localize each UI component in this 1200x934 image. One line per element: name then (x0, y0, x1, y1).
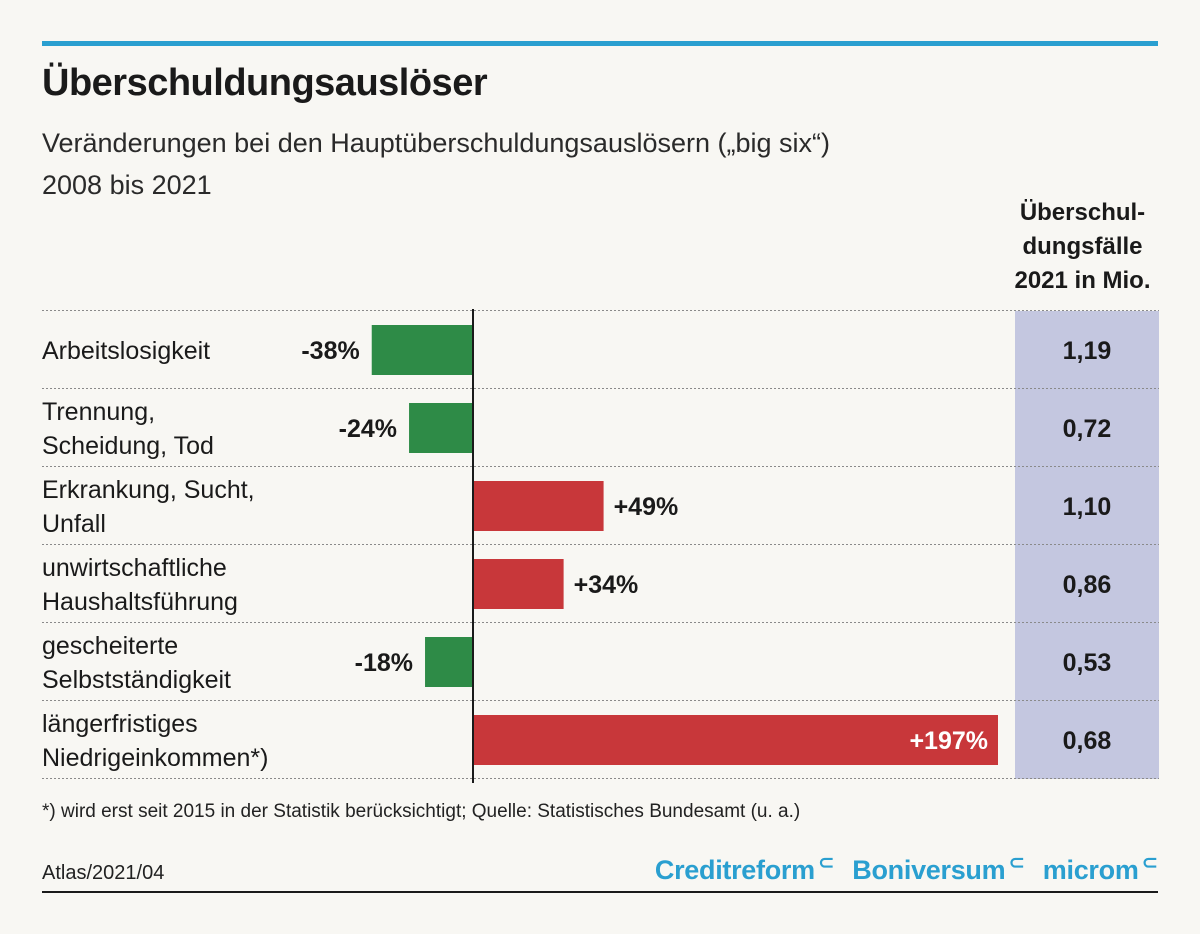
cases-header-line-3: 2021 in Mio. (1014, 267, 1151, 294)
category-label: Arbeitslosigkeit (42, 337, 210, 365)
cases-header-line-2: dungsfälle (1022, 233, 1143, 260)
creditreform-logo: Creditreform ⊂ (654, 852, 835, 885)
value-label: +34% (574, 571, 639, 599)
cases-value: 0,72 (1063, 415, 1112, 443)
cases-column-header: Überschul- dungsfälle 2021 in Mio. (1000, 196, 1165, 298)
chart-title: Überschuldungsauslöser (42, 62, 488, 104)
top-accent-line (42, 41, 1158, 46)
category-label: Niedrigeinkommen*) (42, 744, 268, 772)
subtitle-line-2: 2008 bis 2021 (42, 170, 212, 200)
boniversum-logo: Boniversum ⊂ (852, 852, 1025, 885)
chart-subtitle: Veränderungen bei den Hauptüberschuldung… (42, 122, 830, 206)
cases-value: 0,68 (1063, 727, 1112, 755)
bar (473, 481, 604, 531)
category-label: längerfristiges (42, 710, 198, 738)
footnote: *) wird erst seit 2015 in der Statistik … (42, 801, 801, 822)
value-label: +197% (909, 727, 988, 755)
value-label: +49% (614, 493, 679, 521)
category-label: unwirtschaftliche (42, 554, 227, 582)
bar (409, 403, 473, 453)
bar (425, 637, 473, 687)
value-label: -38% (301, 337, 359, 365)
category-label: Scheidung, Tod (42, 432, 214, 460)
cases-value: 1,19 (1063, 337, 1112, 365)
category-label: Haushaltsführung (42, 588, 238, 616)
category-label: Unfall (42, 510, 106, 538)
category-label: Trennung, (42, 398, 155, 426)
microm-logo: microm ⊂ (1042, 852, 1159, 885)
cases-value: 1,10 (1063, 493, 1112, 521)
value-label: -24% (339, 415, 397, 443)
bar (371, 325, 473, 375)
value-label: -18% (355, 649, 413, 677)
cases-value: 0,53 (1063, 649, 1112, 677)
bottom-rule (42, 891, 1158, 893)
cases-header-line-1: Überschul- (1019, 199, 1146, 226)
category-label: Erkrankung, Sucht, (42, 476, 255, 504)
bar (473, 559, 564, 609)
subtitle-line-1: Veränderungen bei den Hauptüberschuldung… (42, 128, 830, 158)
logo-group: Creditreform ⊂ Boniversum ⊂ microm ⊂ (655, 850, 1158, 886)
category-label: Selbstständigkeit (42, 666, 231, 694)
cases-value: 0,86 (1063, 571, 1112, 599)
category-label: gescheiterte (42, 632, 178, 660)
source-code: Atlas/2021/04 (42, 862, 165, 884)
bar (473, 715, 998, 765)
